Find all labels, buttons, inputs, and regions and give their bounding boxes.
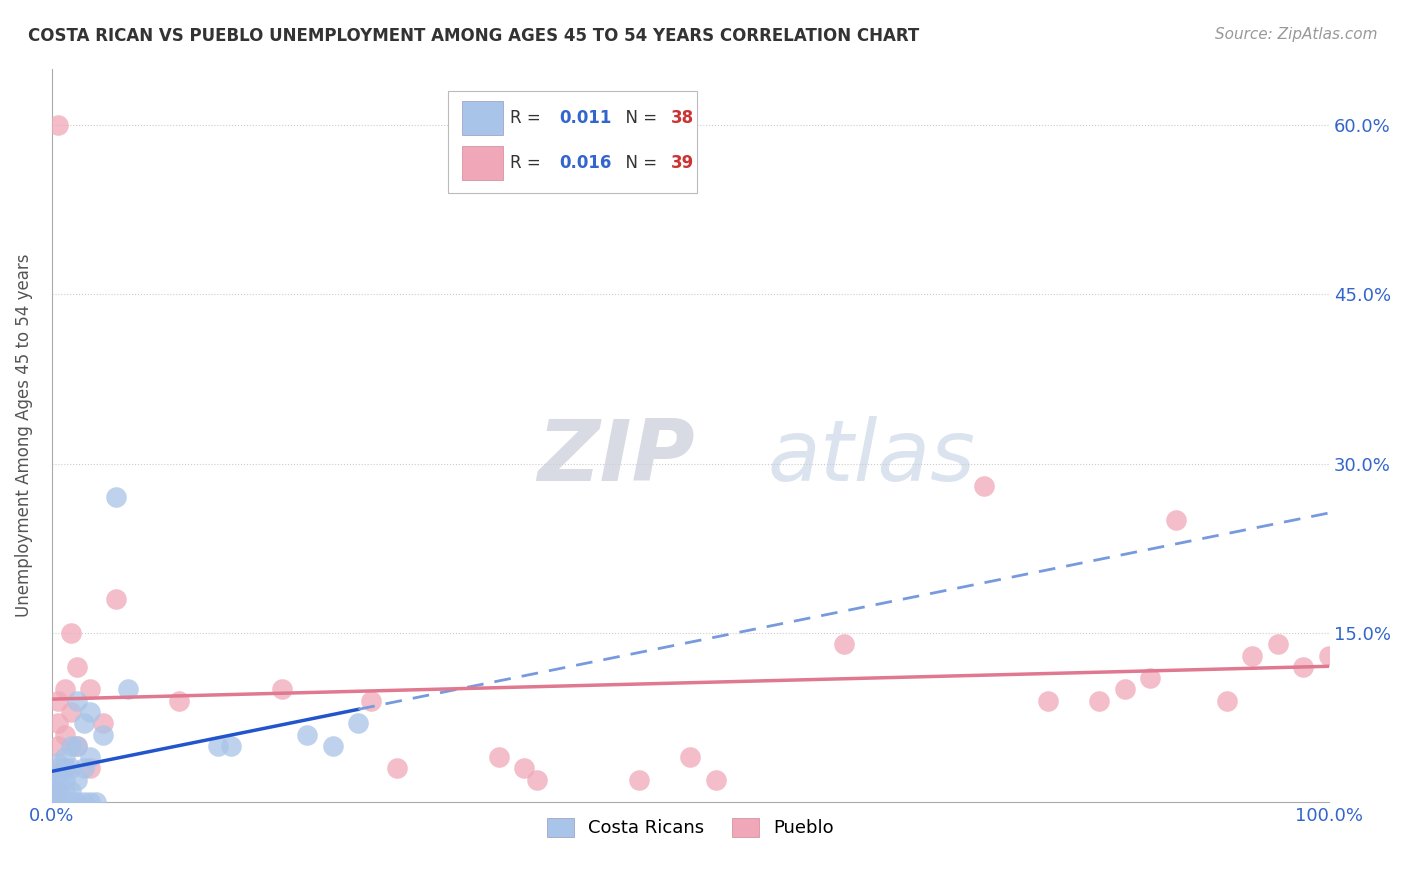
Point (973, 479, 995, 493)
Point (79, 750, 101, 764)
Point (66, 772, 89, 787)
Text: COSTA RICAN VS PUEBLO UNEMPLOYMENT AMONG AGES 45 TO 54 YEARS CORRELATION CHART: COSTA RICAN VS PUEBLO UNEMPLOYMENT AMONG… (28, 27, 920, 45)
Point (59, 705, 82, 719)
Point (53, 772, 76, 787)
Point (295, 727, 318, 741)
Text: 38: 38 (671, 109, 695, 127)
Point (46, 767, 69, 781)
Point (91, 716, 114, 731)
Legend: Costa Ricans, Pueblo: Costa Ricans, Pueblo (540, 811, 841, 845)
Point (46, 795, 69, 809)
Point (79, 761, 101, 775)
Point (73, 716, 96, 731)
Text: 0.011: 0.011 (558, 109, 612, 127)
Point (628, 772, 651, 787)
Point (46, 784, 69, 798)
Text: R =: R = (510, 154, 547, 172)
Text: N =: N = (614, 154, 662, 172)
Point (59, 626, 82, 640)
Point (1036, 694, 1059, 708)
Point (1216, 694, 1239, 708)
Point (169, 694, 191, 708)
Point (53, 761, 76, 775)
Point (46, 772, 69, 787)
Point (322, 739, 344, 753)
Point (46, 739, 69, 753)
Point (53, 727, 76, 741)
Point (1267, 637, 1289, 651)
Point (46, 761, 69, 775)
Text: N =: N = (614, 109, 662, 127)
Point (46, 795, 69, 809)
Point (46, 716, 69, 731)
Point (46, 795, 69, 809)
Point (53, 795, 76, 809)
Y-axis label: Unemployment Among Ages 45 to 54 years: Unemployment Among Ages 45 to 54 years (15, 253, 32, 617)
Point (704, 772, 727, 787)
Point (73, 795, 96, 809)
Point (46, 118, 69, 132)
Point (53, 795, 76, 809)
Point (46, 784, 69, 798)
Point (347, 716, 370, 731)
Point (270, 682, 292, 697)
Point (207, 739, 229, 753)
Text: Source: ZipAtlas.com: Source: ZipAtlas.com (1215, 27, 1378, 42)
Point (1088, 694, 1111, 708)
Text: atlas: atlas (768, 416, 974, 499)
Point (513, 761, 536, 775)
Point (66, 660, 89, 674)
Point (117, 682, 139, 697)
Point (488, 750, 510, 764)
Point (46, 789, 69, 804)
Text: 0.016: 0.016 (558, 154, 612, 172)
Point (86, 795, 108, 809)
Point (66, 739, 89, 753)
FancyBboxPatch shape (461, 101, 502, 135)
Point (53, 682, 76, 697)
Point (104, 592, 127, 607)
Point (59, 795, 82, 809)
Point (1292, 660, 1315, 674)
Point (46, 756, 69, 770)
FancyBboxPatch shape (447, 90, 697, 194)
Point (526, 772, 548, 787)
Point (104, 491, 127, 505)
Point (1139, 671, 1161, 685)
Point (66, 739, 89, 753)
Point (219, 739, 242, 753)
Point (59, 784, 82, 798)
Point (1114, 682, 1136, 697)
Point (79, 795, 101, 809)
Point (73, 761, 96, 775)
Point (53, 784, 76, 798)
Text: 39: 39 (671, 154, 695, 172)
Point (53, 750, 76, 764)
Text: R =: R = (510, 109, 547, 127)
Point (53, 761, 76, 775)
Point (46, 694, 69, 708)
Point (832, 637, 855, 651)
Point (679, 750, 702, 764)
Point (79, 682, 101, 697)
Point (1241, 648, 1264, 663)
Text: ZIP: ZIP (537, 416, 695, 499)
Point (59, 739, 82, 753)
Point (66, 795, 89, 809)
Point (46, 778, 69, 792)
Point (79, 705, 101, 719)
Point (385, 761, 408, 775)
Point (66, 694, 89, 708)
Point (360, 694, 382, 708)
Point (91, 727, 114, 741)
Point (1317, 648, 1340, 663)
FancyBboxPatch shape (461, 146, 502, 180)
Point (59, 761, 82, 775)
Point (1164, 513, 1187, 527)
